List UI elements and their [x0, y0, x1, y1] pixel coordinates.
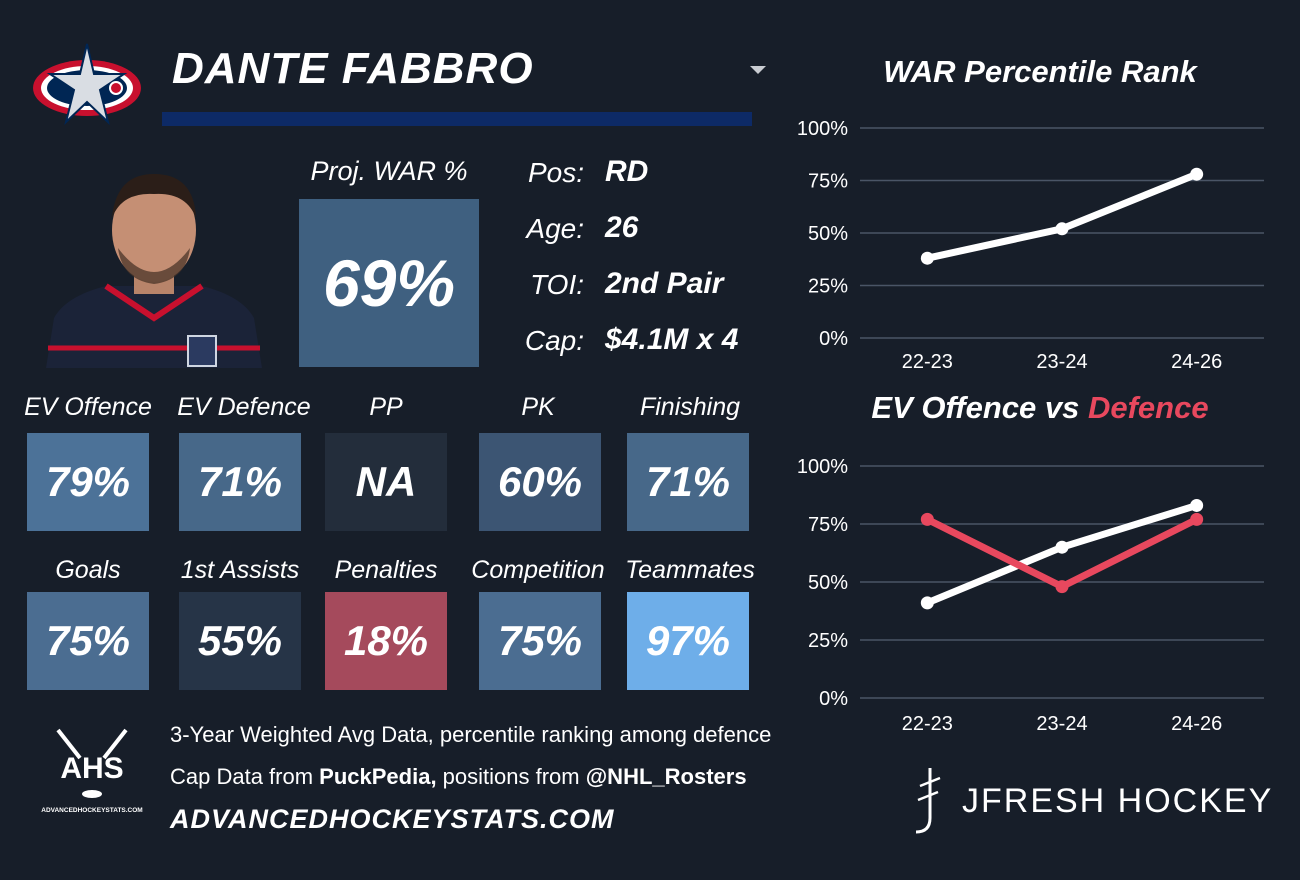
info-pos-value: RD	[605, 155, 649, 188]
data-point	[1055, 540, 1069, 554]
y-tick-label: 0%	[819, 328, 848, 350]
x-tick-label: 24-26	[1171, 351, 1222, 373]
tile-value: 60%	[497, 458, 583, 505]
y-tick-label: 75%	[808, 514, 848, 536]
tile-label-goals: Goals	[55, 556, 121, 584]
x-tick-label: 22-23	[902, 713, 953, 735]
tile-value: 75%	[497, 617, 583, 664]
series-line	[923, 170, 1201, 262]
jfresh-logo-icon	[915, 768, 941, 834]
tile-label-penalties: Penalties	[334, 556, 438, 584]
proj-war-value: 69%	[322, 246, 456, 320]
footer-url: ADVANCEDHOCKEYSTATS.COM	[170, 804, 615, 834]
y-tick-label: 75%	[808, 171, 848, 193]
player-dropdown-caret-icon[interactable]	[750, 66, 766, 74]
footer-line-1: 3-Year Weighted Avg Data, percentile ran…	[170, 722, 772, 747]
tile-value: 75%	[45, 617, 131, 664]
data-point	[1055, 580, 1069, 594]
tile-label-pp: PP	[369, 393, 403, 421]
chart-title-ev-part1: EV Offence vs	[871, 390, 1088, 425]
chart-title-ev-part2: Defence	[1087, 390, 1209, 425]
y-tick-label: 25%	[808, 276, 848, 298]
tile-value: 18%	[343, 617, 429, 664]
tile-finishing: 71%	[627, 433, 749, 531]
y-tick-label: 25%	[808, 630, 848, 652]
info-cap-key: Cap:	[524, 325, 584, 356]
tile-label-finishing: Finishing	[639, 393, 741, 421]
ahs-logo-subtext: ADVANCEDHOCKEYSTATS.COM	[41, 807, 142, 814]
data-point	[920, 251, 934, 265]
tile-label-1st-assists: 1st Assists	[180, 556, 300, 584]
data-point	[1190, 167, 1204, 181]
y-tick-label: 0%	[819, 688, 848, 710]
ev-offence-defence-chart: 0% 25% 50% 75% 100% 22-23 23-24 24-26	[797, 456, 1264, 735]
tile-value: 71%	[197, 458, 283, 505]
war-percentile-chart: 0% 25% 50% 75% 100% 22-23 23-24 24-26	[797, 118, 1264, 373]
tile-goals: 75%	[27, 592, 149, 690]
x-tick-label: 23-24	[1036, 713, 1087, 735]
y-tick-label: 100%	[797, 456, 848, 478]
jfresh-brand: JFRESH HOCKEY	[962, 782, 1274, 820]
info-age-value: 26	[605, 211, 639, 244]
ahs-logo: AHS ADVANCEDHOCKEYSTATS.COM	[41, 728, 143, 814]
info-toi-key: TOI:	[530, 269, 584, 300]
info-cap-value: $4.1M x 4	[605, 323, 739, 356]
x-tick-label: 22-23	[902, 351, 953, 373]
info-toi-value: 2nd Pair	[605, 267, 724, 300]
tile-pp: NA	[325, 433, 447, 531]
footer-line-2: Cap Data from PuckPedia, positions from …	[170, 764, 747, 790]
chart-title-ev: EV Offence vs Defence	[810, 390, 1270, 426]
tile-value: 97%	[645, 617, 731, 664]
footer-line-2-mid: positions from	[436, 764, 586, 789]
tile-label-pk: PK	[521, 393, 555, 421]
tile-value: 55%	[197, 617, 283, 664]
proj-war-value-box: 69%	[299, 199, 479, 367]
y-tick-label: 50%	[808, 223, 848, 245]
tile-label-teammates: Teammates	[625, 556, 755, 584]
tile-competition: 75%	[479, 592, 601, 690]
tile-label-competition: Competition	[471, 556, 605, 584]
data-point	[1055, 222, 1069, 236]
tile-value: 71%	[645, 458, 731, 505]
ahs-logo-text: AHS	[60, 752, 123, 785]
footer-nhl-rosters: @NHL_Rosters	[585, 764, 747, 789]
data-point	[1190, 512, 1204, 526]
info-age-key: Age:	[526, 213, 584, 244]
tile-ev-defence: 71%	[179, 433, 301, 531]
name-underline-bar	[162, 112, 752, 126]
x-tick-label: 24-26	[1171, 713, 1222, 735]
footer-puckpedia: PuckPedia,	[319, 764, 437, 789]
tile-1st-assists: 55%	[179, 592, 301, 690]
y-tick-label: 100%	[797, 118, 848, 140]
tile-label-ev-offence: EV Offence	[24, 393, 152, 421]
tile-value: NA	[355, 458, 417, 505]
data-point	[1190, 498, 1204, 512]
team-logo	[33, 43, 141, 126]
tile-label-ev-defence: EV Defence	[177, 393, 311, 421]
footer-line-2-pre: Cap Data from	[170, 764, 320, 789]
chart-title-war: WAR Percentile Rank	[883, 54, 1197, 89]
player-name: DANTE FABBRO	[172, 44, 534, 93]
tile-value: 79%	[45, 458, 131, 505]
proj-war-label: Proj. WAR %	[310, 156, 468, 186]
y-tick-label: 50%	[808, 572, 848, 594]
player-photo	[46, 174, 262, 368]
data-point	[920, 596, 934, 610]
tile-teammates: 97%	[627, 592, 749, 690]
data-point	[920, 512, 934, 526]
tile-ev-offence: 79%	[27, 433, 149, 531]
tile-penalties: 18%	[325, 592, 447, 690]
info-pos-key: Pos:	[527, 157, 584, 188]
tile-pk: 60%	[479, 433, 601, 531]
x-tick-label: 23-24	[1036, 351, 1087, 373]
